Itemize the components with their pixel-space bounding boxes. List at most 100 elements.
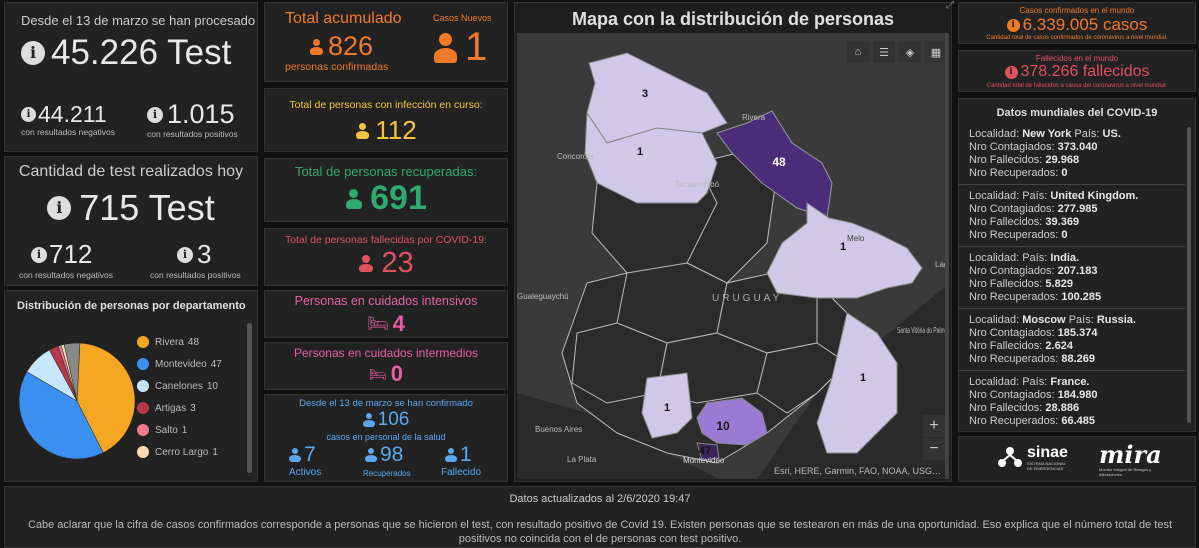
intermediate-value: 0 <box>390 361 404 386</box>
pie-slice[interactable] <box>76 342 136 454</box>
legend-value: 48 <box>187 336 200 348</box>
legend-item[interactable]: Montevideo 47 <box>137 353 245 375</box>
locality-label: Localidad: <box>969 128 1020 140</box>
health-recovered-label: Recuperados <box>363 469 411 478</box>
recovered-value: 691 <box>370 179 427 217</box>
person-icon <box>355 122 370 139</box>
home-icon[interactable]: ⌂ <box>847 41 869 63</box>
infected-label: Nro Contagiados: <box>969 389 1055 401</box>
uruguay-map[interactable]: 3 1 48 1 1 1 10 47 Rivera Concordia Tacu… <box>517 33 949 479</box>
world-deaths-panel: Fallecidos en el mundo i 378.266 falleci… <box>958 50 1196 92</box>
icu-panel: Personas en cuidados intensivos 🛏 4 <box>264 290 508 338</box>
deaths-value: 29.968 <box>1045 154 1080 166</box>
legend-swatch <box>137 424 149 436</box>
recovered-value: 0 <box>1061 167 1068 179</box>
info-icon: i <box>1004 65 1018 79</box>
count-san-jose: 1 <box>664 402 670 414</box>
map-canvas[interactable]: 3 1 48 1 1 1 10 47 Rivera Concordia Tacu… <box>517 33 949 479</box>
department-salto <box>584 111 718 204</box>
country-label: País: <box>1074 128 1100 140</box>
legend-swatch <box>137 336 149 348</box>
map-toolbar: ⌂ ☰ ◈ ▦ <box>847 41 947 63</box>
legend-item[interactable]: Artigas 3 <box>137 397 245 419</box>
world-list-item[interactable]: Localidad: New York País: US. Nro Contagi… <box>959 123 1185 185</box>
place-label: Buenos Aires <box>535 425 582 434</box>
count-rivera: 48 <box>772 155 786 169</box>
legend-item[interactable]: Canelones 10 <box>137 375 245 397</box>
count-cerro-largo: 1 <box>840 241 846 253</box>
person-icon <box>433 32 457 63</box>
world-list-item[interactable]: Localidad: Moscow País: Russia. Nro Conta… <box>959 309 1185 371</box>
icu-title: Personas en cuidados intensivos <box>294 294 478 308</box>
map-attribution: Esri, HERE, Garmin, FAO, NOAA, USG… <box>769 465 945 477</box>
person-icon <box>309 38 323 55</box>
locality-value: New York <box>1022 128 1072 140</box>
health-deceased-value: 1 <box>460 443 472 466</box>
person-icon <box>445 448 457 462</box>
layers-icon[interactable]: ◈ <box>899 41 921 63</box>
health-deceased-label: Fallecido <box>441 467 482 478</box>
infected-label: Nro Contagiados: <box>969 203 1055 215</box>
pie-slice[interactable] <box>63 342 81 402</box>
recovered-value: 66.485 <box>1061 415 1095 427</box>
legend-swatch <box>137 380 149 392</box>
tests-positive-label: con resultados positivos <box>147 129 238 139</box>
legend-item[interactable]: Rivera 48 <box>137 331 245 353</box>
legend-item[interactable]: Salto 1 <box>137 419 245 441</box>
department-san-jose <box>641 372 693 439</box>
zoom-out-button[interactable]: − <box>923 438 945 460</box>
qr-icon[interactable]: ▦ <box>925 41 947 63</box>
deceased-value: 23 <box>381 247 414 279</box>
recovered-label: Nro Recuperados: <box>969 291 1059 303</box>
count-rocha: 1 <box>860 372 866 384</box>
map-scrollbar[interactable] <box>945 33 949 479</box>
list-icon[interactable]: ☰ <box>873 41 895 63</box>
sinae-name: sinae <box>1027 444 1068 461</box>
place-label: Tacuarembó <box>675 180 720 189</box>
recovered-title: Total de personas recuperadas: <box>294 164 478 179</box>
tests-total-panel: Desde el 13 de marzo se han procesado i … <box>4 2 258 152</box>
world-list-item[interactable]: Localidad: País: India. Nro Contagiados: … <box>959 247 1185 309</box>
legend-label: Rivera <box>155 336 184 348</box>
world-cases-subtitle: Cantidad total de casos confirmados de c… <box>986 35 1168 41</box>
tests-today-panel: Cantidad de test realizados hoy i 715 Te… <box>4 156 258 286</box>
recovered-value: 88.269 <box>1061 353 1095 365</box>
info-icon: i <box>1006 18 1020 32</box>
legend-item[interactable]: Cerro Largo 1 <box>137 441 245 463</box>
world-list[interactable]: Localidad: New York País: US. Nro Contagi… <box>959 123 1185 429</box>
map-expand-icon[interactable]: ⤢ <box>946 0 954 11</box>
pie-slice[interactable] <box>18 371 104 460</box>
tests-today-heading: Cantidad de test realizados hoy <box>18 163 244 180</box>
tests-total-heading: Desde el 13 de marzo se han procesado <box>21 13 256 28</box>
world-list-item[interactable]: Localidad: País: France. Nro Contagiados:… <box>959 371 1185 429</box>
deceased-title: Total de personas fallecidas por COVID-1… <box>285 234 487 246</box>
info-icon: i <box>177 246 193 263</box>
intermediate-panel: Personas en cuidados intermedios 🛏 0 <box>264 342 508 390</box>
world-list-title: Datos mundiales del COVID-19 <box>996 107 1158 119</box>
deaths-value: 39.369 <box>1045 216 1080 228</box>
infected-label: Nro Contagiados: <box>969 327 1055 339</box>
place-label: Gualeguaychú <box>517 292 569 301</box>
recovered-label: Nro Recuperados: <box>969 167 1059 179</box>
country-label: País: <box>1022 376 1048 388</box>
legend-scrollbar[interactable] <box>247 323 252 473</box>
deaths-value: 5.829 <box>1045 278 1073 290</box>
accumulated-panel: Total acumulado 826 personas confirmadas… <box>264 2 508 82</box>
world-list-scrollbar[interactable] <box>1187 127 1191 423</box>
accumulated-title: Total acumulado <box>285 10 402 27</box>
locality-label: Localidad: <box>969 190 1020 202</box>
legend-value: 1 <box>212 446 218 458</box>
chart-legend: Rivera 48 Montevideo 47 Canelones 10 Artigas 3 S… <box>137 331 245 477</box>
tests-negative-label: con resultados negativos <box>21 127 116 137</box>
zoom-in-button[interactable]: + <box>923 415 945 437</box>
mira-name: mira <box>1099 440 1162 469</box>
world-list-item[interactable]: Localidad: País: United Kingdom. Nro Cont… <box>959 185 1185 247</box>
recovered-panel: Total de personas recuperadas: 691 <box>264 158 508 222</box>
department-chart-panel: Distribución de personas por departament… <box>4 290 258 482</box>
deaths-value: 28.886 <box>1045 402 1080 414</box>
recovered-value: 100.285 <box>1061 291 1102 303</box>
legend-label: Artigas <box>155 402 187 414</box>
info-icon: i <box>21 107 36 122</box>
place-label: Lag <box>935 260 948 269</box>
map-title: Mapa con la distribución de personas <box>571 9 895 29</box>
